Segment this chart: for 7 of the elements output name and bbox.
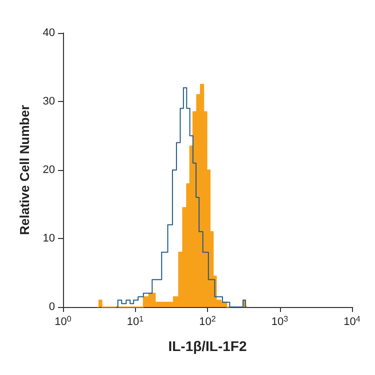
y-tick-label: 40 (42, 27, 55, 39)
y-tick-label: 0 (48, 301, 55, 313)
y-axis-title: Relative Cell Number (17, 104, 32, 236)
x-axis-title: IL-1β/IL-1F2 (168, 338, 247, 354)
y-tick-label: 30 (42, 96, 55, 108)
y-tick-label: 20 (42, 164, 55, 176)
y-tick-label: 10 (42, 232, 55, 244)
